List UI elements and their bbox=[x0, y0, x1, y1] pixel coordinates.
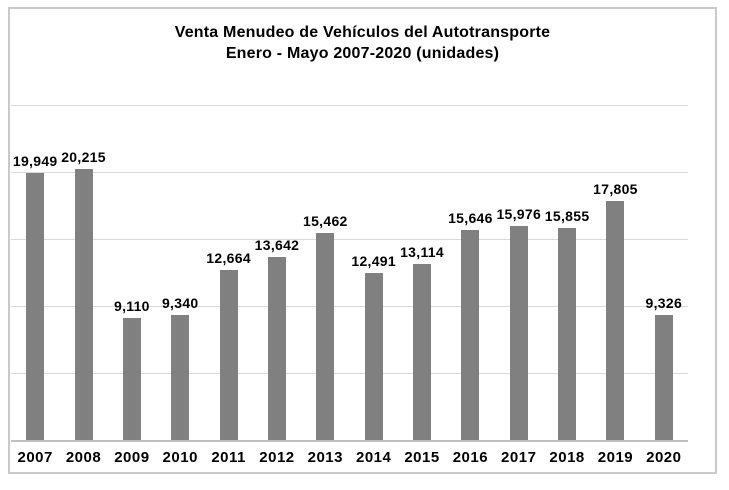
bar-2009 bbox=[122, 317, 141, 440]
value-label-2009: 9,110 bbox=[114, 297, 150, 314]
value-label-2010: 9,340 bbox=[161, 294, 199, 311]
bar-2020 bbox=[654, 315, 673, 440]
x-tick-label-2012: 2012 bbox=[259, 449, 295, 466]
bar-2014 bbox=[364, 272, 383, 440]
x-tick-label-2009: 2009 bbox=[114, 449, 150, 466]
value-label-2016: 15,646 bbox=[448, 210, 493, 227]
bar-2016 bbox=[461, 230, 480, 440]
value-label-2013: 15,462 bbox=[303, 212, 348, 229]
chart-title: Venta Menudeo de Vehículos del Autotrans… bbox=[8, 22, 717, 64]
x-tick-label-2011: 2011 bbox=[211, 449, 246, 466]
chart-title-line1: Venta Menudeo de Vehículos del Autotrans… bbox=[174, 24, 551, 41]
x-tick-label-2007: 2007 bbox=[17, 449, 53, 466]
x-tick-label-2014: 2014 bbox=[355, 449, 392, 466]
x-axis-tick-labels: 2007 2008 2009 2010 2011 2012 2013 2014 2015 2016… bbox=[11, 449, 688, 469]
value-label-2020: 9,326 bbox=[645, 295, 683, 312]
value-label-2012: 13,642 bbox=[254, 237, 300, 254]
x-tick-label-2010: 2010 bbox=[162, 449, 198, 466]
bar-2015 bbox=[413, 264, 432, 440]
bar-2013 bbox=[316, 232, 335, 440]
bar-2010 bbox=[171, 314, 190, 440]
x-tick-label-2013: 2013 bbox=[307, 449, 343, 466]
bar-2008 bbox=[74, 169, 93, 440]
value-label-2018: 15,855 bbox=[544, 207, 590, 224]
x-tick-label-2018: 2018 bbox=[549, 449, 585, 466]
value-label-2015: 13,114 bbox=[400, 244, 444, 261]
gridline-10000 bbox=[11, 306, 688, 307]
x-tick-label-2016: 2016 bbox=[452, 449, 489, 466]
gridline-15000 bbox=[11, 239, 688, 240]
x-tick-label-2020: 2020 bbox=[646, 449, 682, 466]
x-tick-label-2019: 2019 bbox=[597, 449, 634, 466]
x-tick-label-2015: 2015 bbox=[404, 449, 440, 466]
plot-area: 19,949 20,215 9,110 9,340 12,664 13,642 15,462… bbox=[11, 105, 688, 442]
bar-2019 bbox=[606, 201, 625, 440]
bar-2007 bbox=[26, 172, 45, 440]
bar-2012 bbox=[267, 257, 286, 440]
value-label-2008: 20,215 bbox=[61, 149, 106, 166]
value-label-2007: 19,949 bbox=[12, 152, 58, 169]
chart-title-line2: Enero - Mayo 2007-2020 (unidades) bbox=[225, 45, 500, 62]
value-label-2017: 15,976 bbox=[496, 205, 542, 222]
bar-2018 bbox=[558, 227, 577, 440]
gridline-5000 bbox=[11, 373, 688, 374]
x-tick-label-2017: 2017 bbox=[501, 449, 537, 466]
bar-2011 bbox=[219, 270, 238, 440]
value-label-2011: 12,664 bbox=[206, 250, 251, 267]
bar-2017 bbox=[509, 225, 528, 440]
value-label-2019: 17,805 bbox=[593, 181, 638, 198]
gridline-20000 bbox=[11, 172, 688, 173]
value-label-2014: 12,491 bbox=[351, 252, 396, 269]
x-tick-label-2008: 2008 bbox=[65, 449, 102, 466]
gridline-25000 bbox=[11, 105, 688, 106]
